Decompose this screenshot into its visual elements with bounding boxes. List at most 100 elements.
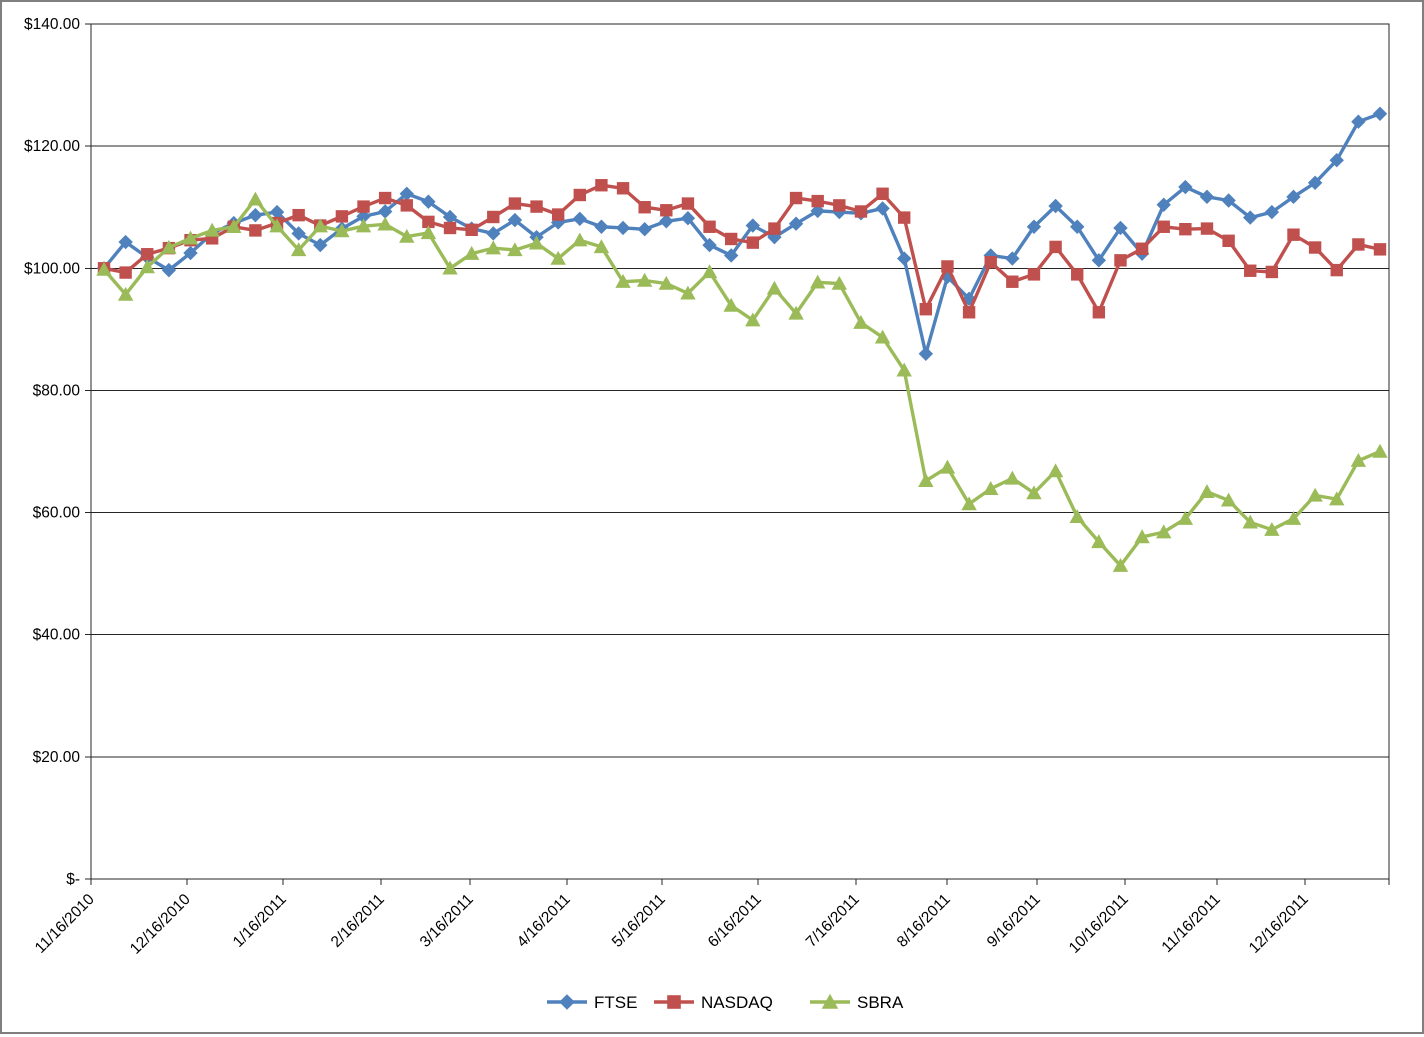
data-point-marker — [292, 208, 305, 222]
data-point-marker — [918, 346, 934, 361]
y-axis-label: $40.00 — [33, 627, 81, 644]
data-point-marker — [874, 329, 891, 344]
y-axis-label: $20.00 — [33, 749, 81, 766]
data-point-marker — [1157, 220, 1170, 233]
legend-label: NASDAQ — [701, 993, 773, 1012]
data-point-marker — [559, 994, 575, 1010]
data-point-marker — [701, 264, 718, 279]
data-point-marker — [335, 210, 349, 223]
data-point-marker — [1112, 558, 1129, 572]
data-point-marker — [463, 245, 480, 260]
data-point-marker — [1242, 514, 1258, 529]
gridlines — [85, 23, 1389, 880]
data-point-marker — [616, 182, 630, 195]
data-point-marker — [356, 209, 371, 224]
data-point-marker — [897, 251, 912, 266]
data-point-marker — [1352, 238, 1365, 251]
data-point-marker — [1047, 463, 1064, 478]
legend-label: FTSE — [594, 993, 637, 1012]
x-axis-label: 11/16/2011 — [1159, 891, 1224, 956]
data-point-marker — [161, 239, 177, 254]
data-point-marker — [638, 201, 651, 214]
data-point-marker — [442, 260, 458, 275]
x-axis-label: 12/16/2011 — [1246, 891, 1312, 957]
y-axis-label: $80.00 — [33, 382, 81, 399]
data-point-marker — [1026, 485, 1042, 500]
data-point-marker — [789, 191, 803, 205]
data-point-marker — [1286, 189, 1301, 205]
data-point-marker — [551, 208, 565, 221]
legend-item-ftse: FTSE — [547, 993, 637, 1012]
data-point-marker — [269, 218, 285, 233]
data-point-marker — [528, 235, 545, 250]
data-point-marker — [1351, 114, 1366, 129]
data-point-marker — [1027, 268, 1041, 281]
data-point-marker — [766, 280, 783, 295]
data-point-marker — [1373, 243, 1387, 256]
data-point-marker — [1307, 487, 1323, 502]
data-point-marker — [788, 216, 804, 231]
data-point-marker — [636, 272, 653, 287]
data-point-marker — [182, 230, 199, 245]
data-point-marker — [811, 194, 824, 208]
data-point-marker — [702, 237, 717, 253]
data-point-marker — [420, 225, 437, 240]
data-point-marker — [96, 261, 112, 276]
data-point-marker — [1114, 254, 1127, 267]
data-point-marker — [139, 259, 155, 274]
data-point-marker — [680, 285, 696, 300]
data-point-marker — [1199, 484, 1215, 499]
data-point-marker — [1222, 234, 1235, 248]
data-point-marker — [723, 297, 739, 312]
data-point-marker — [658, 275, 675, 290]
data-point-marker — [1071, 268, 1084, 281]
data-point-marker — [941, 260, 954, 273]
y-axis-labels: $- $20.00 $40.00 $60.00 $80.00 $100.00 $120.00… — [24, 16, 80, 888]
data-point-marker — [573, 188, 586, 202]
data-point-marker — [1134, 529, 1150, 544]
data-point-marker — [1285, 510, 1302, 525]
data-point-marker — [593, 239, 610, 254]
data-point-marker — [443, 221, 457, 235]
data-point-marker — [141, 248, 154, 261]
x-axis-label: 7/16/2011 — [803, 891, 863, 951]
data-point-marker — [1092, 306, 1106, 319]
data-point-marker — [1350, 452, 1367, 467]
data-point-marker — [746, 236, 760, 249]
data-point-marker — [681, 197, 695, 210]
data-point-marker — [1330, 263, 1343, 277]
data-point-marker — [745, 312, 761, 327]
legend: FTSE NASDAQ SBRA — [547, 993, 904, 1012]
data-point-marker — [550, 250, 566, 265]
data-point-marker — [1091, 253, 1107, 268]
data-point-marker — [485, 240, 501, 255]
data-point-marker — [1091, 534, 1107, 549]
data-point-marker — [507, 212, 523, 228]
data-point-marker — [875, 201, 890, 216]
data-point-marker — [1372, 106, 1388, 121]
data-point-marker — [204, 222, 220, 237]
data-point-marker — [1287, 228, 1300, 241]
x-axis-label: 4/16/2011 — [514, 891, 574, 951]
data-point-marker — [680, 211, 696, 226]
legend-label: SBRA — [857, 993, 904, 1012]
data-point-marker — [117, 286, 134, 301]
data-point-marker — [312, 218, 328, 233]
data-point-marker — [788, 305, 804, 320]
series-sbra — [96, 191, 1388, 572]
data-point-marker — [831, 275, 848, 290]
data-point-marker — [421, 194, 436, 209]
data-point-marker — [378, 191, 392, 205]
data-point-marker — [853, 314, 869, 329]
data-point-marker — [1265, 265, 1279, 279]
data-point-marker — [313, 237, 328, 253]
data-point-marker — [530, 200, 543, 213]
data-point-marker — [1264, 204, 1280, 220]
data-point-marker — [291, 226, 306, 241]
data-point-marker — [594, 219, 609, 234]
x-axis-label: 6/16/2011 — [705, 891, 765, 951]
y-axis-label: $- — [66, 871, 80, 888]
x-axis-label: 5/16/2011 — [609, 891, 669, 951]
series-nasdaq — [97, 179, 1387, 319]
